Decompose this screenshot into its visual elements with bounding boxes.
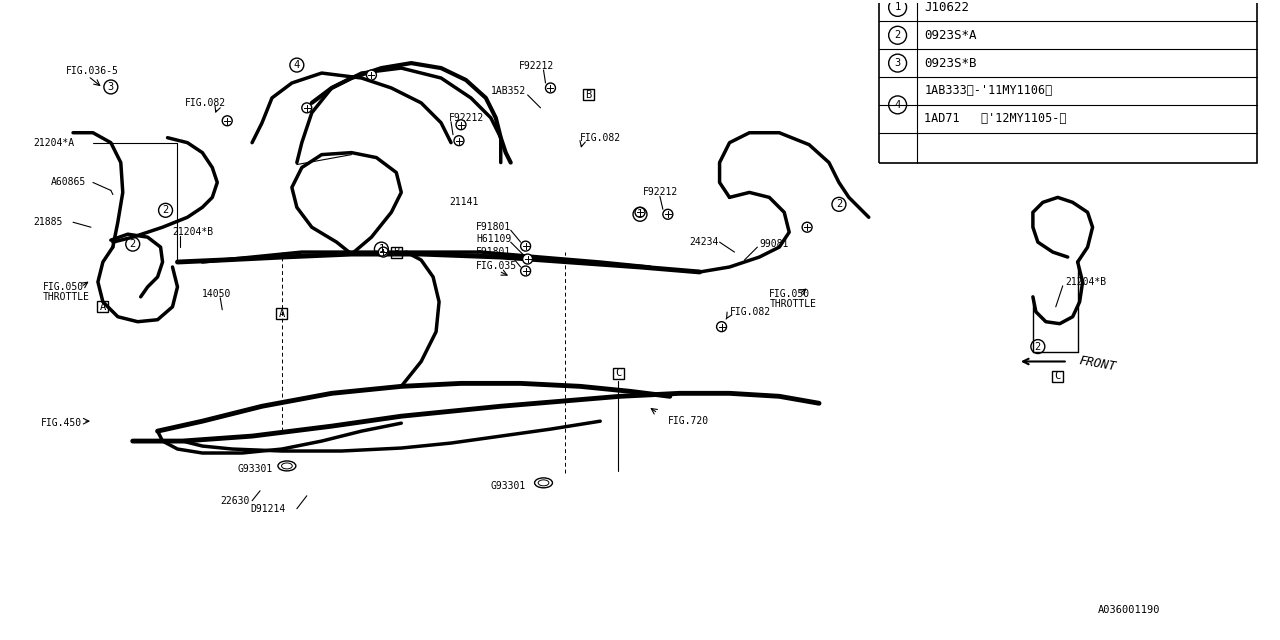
Text: 2: 2	[895, 30, 901, 40]
Text: H61109: H61109	[476, 234, 511, 244]
Text: F91801: F91801	[476, 247, 511, 257]
Text: FIG.450: FIG.450	[41, 418, 82, 428]
Text: C: C	[614, 369, 621, 378]
Text: C: C	[1055, 371, 1061, 381]
Text: 22630: 22630	[220, 496, 250, 506]
Text: A: A	[279, 308, 285, 319]
Text: FIG.035: FIG.035	[476, 261, 517, 271]
Circle shape	[663, 209, 673, 220]
Text: FIG.050: FIG.050	[44, 282, 84, 292]
Text: 1AB333（-'11MY1106）: 1AB333（-'11MY1106）	[924, 84, 1052, 97]
Text: FIG.082: FIG.082	[730, 307, 771, 317]
Text: 14050: 14050	[202, 289, 232, 299]
Text: 21885: 21885	[33, 217, 63, 227]
Text: FIG.720: FIG.720	[668, 416, 709, 426]
Text: 2: 2	[163, 205, 169, 215]
Text: THROTTLE: THROTTLE	[769, 299, 817, 309]
Text: A036001190: A036001190	[1097, 605, 1160, 615]
Text: F91801: F91801	[476, 222, 511, 232]
Circle shape	[521, 266, 531, 276]
Text: 1: 1	[379, 244, 384, 254]
Text: FIG.082: FIG.082	[580, 132, 622, 143]
Text: THROTTLE: THROTTLE	[44, 292, 90, 302]
Circle shape	[379, 247, 388, 257]
Circle shape	[803, 222, 812, 232]
Text: 1AB352: 1AB352	[490, 86, 526, 96]
Bar	[878, 0, 1257, 163]
Text: 1: 1	[895, 3, 901, 12]
Text: F92212: F92212	[518, 61, 554, 71]
Text: FIG.082: FIG.082	[184, 98, 225, 108]
Text: 3: 3	[895, 58, 901, 68]
Text: 2: 2	[129, 239, 136, 249]
Text: F92212: F92212	[449, 113, 484, 123]
Circle shape	[635, 207, 645, 217]
Text: 0923S*A: 0923S*A	[924, 29, 977, 42]
Text: 24234: 24234	[690, 237, 719, 247]
Circle shape	[302, 103, 312, 113]
Text: 21204*A: 21204*A	[33, 138, 74, 148]
Text: 1AD71   （'12MY1105-）: 1AD71 （'12MY1105-）	[924, 112, 1068, 125]
Text: 2: 2	[836, 199, 842, 209]
Text: 4: 4	[895, 100, 901, 110]
Text: G93301: G93301	[490, 481, 526, 491]
Text: G93301: G93301	[237, 464, 273, 474]
Text: 99081: 99081	[759, 239, 788, 249]
Text: D91214: D91214	[250, 504, 285, 514]
Text: 21204*B: 21204*B	[1066, 277, 1107, 287]
Circle shape	[521, 241, 531, 251]
Text: A: A	[100, 302, 106, 312]
Text: B: B	[393, 247, 399, 257]
Circle shape	[545, 83, 556, 93]
Circle shape	[366, 70, 376, 80]
Text: J10622: J10622	[924, 1, 969, 14]
Text: 21141: 21141	[449, 197, 479, 207]
Text: F92212: F92212	[643, 188, 678, 197]
Text: FRONT: FRONT	[1078, 354, 1117, 373]
Text: B: B	[585, 90, 591, 100]
Circle shape	[717, 322, 727, 332]
Text: 2: 2	[1034, 342, 1041, 351]
Circle shape	[454, 136, 463, 146]
Circle shape	[223, 116, 232, 126]
Text: FIG.050: FIG.050	[769, 289, 810, 299]
Text: A60865: A60865	[51, 177, 87, 188]
Text: 3: 3	[108, 82, 114, 92]
Circle shape	[456, 120, 466, 130]
Text: 1: 1	[637, 209, 643, 220]
Text: 0923S*B: 0923S*B	[924, 56, 977, 70]
Text: 21204*B: 21204*B	[173, 227, 214, 237]
Circle shape	[522, 254, 532, 264]
Text: 4: 4	[293, 60, 300, 70]
Text: FIG.036-5: FIG.036-5	[67, 66, 119, 76]
